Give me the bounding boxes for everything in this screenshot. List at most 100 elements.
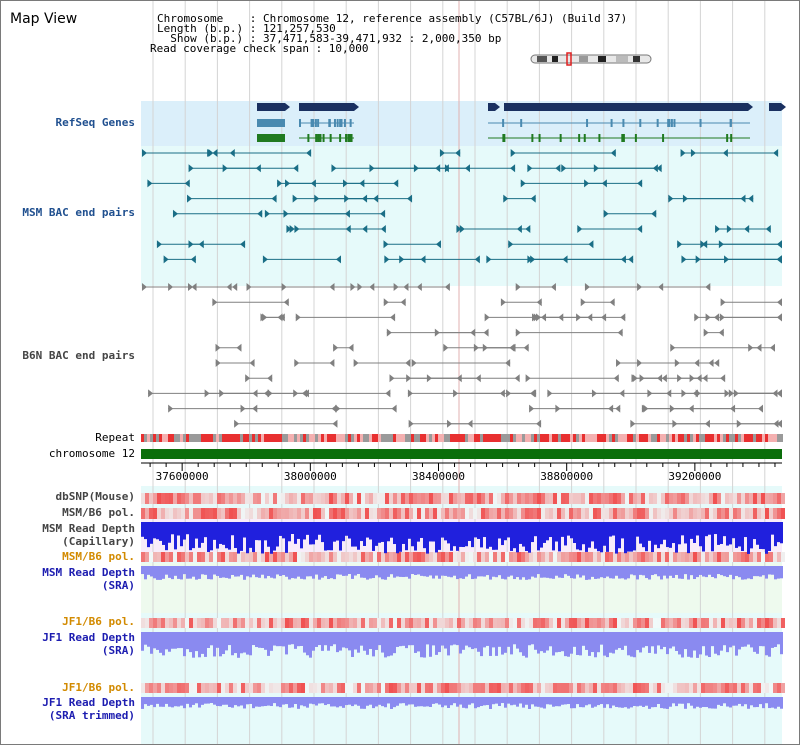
jf1-sra-depth-bin	[729, 632, 732, 648]
repeat-segment	[402, 434, 405, 442]
msm-bac-pair-end	[439, 149, 445, 157]
track-label-dbsnp[interactable]: dbSNP(Mouse)	[55, 490, 135, 503]
msm-b6-pol-bin	[757, 552, 761, 562]
dbsnp-bin	[389, 493, 393, 504]
msm-b6-pol-bin	[165, 508, 169, 519]
msm-b6-pol-bin	[629, 508, 633, 519]
b6n-bac-pair-end	[245, 374, 251, 383]
dbsnp-bin	[745, 493, 749, 504]
ideogram-band	[552, 56, 558, 62]
msm-b6-pol-bin	[737, 508, 741, 519]
jf1-sra-depth-bin	[471, 632, 474, 650]
repeat-segment	[690, 434, 693, 442]
repeat-segment	[468, 434, 471, 442]
track-label-chromosome[interactable]: chromosome 12	[48, 447, 135, 460]
msm-bac-pair-end	[257, 209, 263, 218]
jf1-sra-depth-bin	[273, 632, 276, 646]
track-label-repeat[interactable]: Repeat	[95, 431, 135, 444]
msm-b6-pol-bin	[217, 508, 221, 519]
jf1-sra-depth-bin	[144, 632, 147, 645]
track-label-msm-b6-pol-2[interactable]: MSM/B6 pol.	[62, 550, 135, 563]
jf1-b6-pol-bin	[401, 618, 405, 628]
msm-capillary-depth-bin	[582, 522, 585, 545]
jf1-sra-depth-bin	[333, 632, 336, 645]
jf1-b6-pol-bin	[697, 683, 701, 693]
track-label-refseq[interactable]: RefSeq Genes	[55, 116, 135, 129]
jf1-sra-depth-bin	[618, 632, 621, 649]
track-label-msm-depth-cap-sub: (Capillary)	[62, 535, 135, 548]
jf1-trimmed-depth-bin	[447, 697, 450, 708]
jf1-trimmed-depth-bin	[534, 697, 537, 707]
msm-b6-pol-bin	[301, 552, 305, 562]
msm-capillary-depth-bin	[234, 522, 237, 549]
msm-capillary-depth-bin	[627, 522, 630, 552]
msm-sra-depth-bin	[411, 566, 414, 575]
track-label-jf1-depth-sra[interactable]: JF1 Read Depth	[42, 631, 135, 644]
jf1-b6-pol-bin	[265, 618, 269, 628]
dbsnp-bin	[345, 493, 349, 504]
b6n-bac-pair-end	[658, 283, 664, 291]
msm-b6-pol-bin	[361, 552, 365, 562]
jf1-trimmed-depth-bin	[153, 697, 156, 708]
msm-sra-depth-bin	[294, 566, 297, 579]
msm-capillary-depth-bin	[675, 522, 678, 553]
msm-b6-pol-bin	[565, 552, 569, 562]
repeat-segment	[279, 434, 282, 442]
msm-bac-pair-end	[289, 225, 295, 233]
jf1-sra-depth-bin	[633, 632, 636, 658]
dbsnp-bin	[501, 493, 505, 504]
jf1-trimmed-depth-bin	[765, 697, 768, 704]
track-label-msm-depth-sra[interactable]: MSM Read Depth	[42, 566, 135, 579]
repeat-segment	[381, 434, 384, 442]
msm-capillary-depth-bin	[657, 522, 660, 549]
jf1-b6-pol-bin	[505, 683, 509, 693]
b6n-bac-pair-end	[294, 359, 300, 367]
jf1-sra-depth-bin	[201, 632, 204, 654]
track-label-msm-bac[interactable]: MSM BAC end pairs	[22, 206, 135, 219]
repeat-segment	[327, 434, 330, 442]
jf1-trimmed-depth-bin	[291, 697, 294, 708]
track-label-b6n-bac[interactable]: B6N BAC end pairs	[22, 349, 135, 362]
jf1-b6-pol-bin	[281, 618, 285, 628]
msm-bac-pair-end	[293, 164, 299, 173]
exon	[639, 119, 642, 127]
jf1-trimmed-depth-bin	[387, 697, 390, 704]
repeat-segment	[225, 434, 228, 442]
jf1-trimmed-depth-bin	[195, 697, 198, 704]
jf1-b6-pol-bin	[753, 683, 757, 693]
jf1-sra-depth-bin	[558, 632, 561, 652]
jf1-trimmed-depth-bin	[510, 697, 513, 706]
jf1-b6-pol-bin	[537, 618, 541, 628]
track-label-jf1-b6-pol-2[interactable]: JF1/B6 pol.	[62, 681, 135, 694]
msm-b6-pol-bin	[285, 508, 289, 519]
jf1-trimmed-depth-bin	[213, 697, 216, 705]
msm-b6-pol-bin	[485, 508, 489, 519]
msm-bac-pair-end	[584, 179, 590, 188]
msm-bac-track-bg	[141, 146, 782, 286]
msm-b6-pol-bin	[409, 508, 413, 519]
track-label-msm-b6-pol[interactable]: MSM/B6 pol.	[62, 506, 135, 519]
b6n-bac-pair-end	[267, 374, 273, 383]
jf1-trimmed-depth-bin	[777, 697, 780, 707]
jf1-sra-depth-bin	[594, 632, 597, 658]
msm-b6-pol-bin	[409, 552, 413, 562]
jf1-sra-depth-bin	[213, 632, 216, 657]
msm-capillary-depth-bin	[153, 522, 156, 539]
jf1-b6-pol-bin	[461, 618, 465, 628]
page-title: Map View	[10, 11, 78, 27]
dbsnp-bin	[281, 493, 285, 504]
dbsnp-bin	[485, 493, 489, 504]
track-label-jf1-b6-pol[interactable]: JF1/B6 pol.	[62, 615, 135, 628]
msm-sra-depth-bin	[435, 566, 438, 576]
msm-sra-depth-bin	[195, 566, 198, 580]
jf1-sra-depth-bin	[600, 632, 603, 645]
exon	[339, 134, 342, 142]
track-label-msm-depth-cap[interactable]: MSM Read Depth	[42, 522, 135, 535]
dbsnp-bin	[457, 493, 461, 504]
msm-capillary-depth-bin	[282, 522, 285, 539]
track-label-jf1-depth-sra-sub: (SRA)	[101, 644, 135, 657]
jf1-b6-pol-bin	[149, 618, 153, 628]
msm-b6-pol-bin	[477, 508, 481, 519]
track-label-jf1-depth-trim[interactable]: JF1 Read Depth	[42, 696, 135, 709]
